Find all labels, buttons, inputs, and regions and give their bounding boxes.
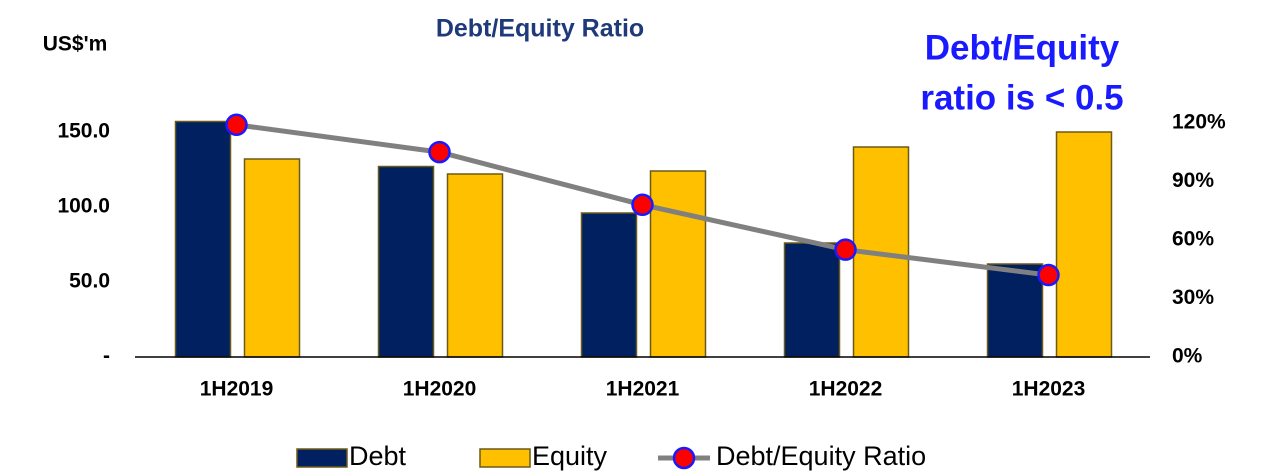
y2-tick-label: 0% bbox=[1172, 345, 1203, 368]
x-tick-label: 1H2021 bbox=[606, 378, 680, 401]
bar bbox=[580, 212, 638, 358]
x-tick-label: 1H2023 bbox=[1012, 378, 1086, 401]
ratio-marker bbox=[225, 113, 248, 137]
legend-marker bbox=[672, 446, 696, 470]
bar bbox=[446, 173, 504, 358]
annotation: ratio is < 0.5 bbox=[920, 78, 1123, 117]
x-tick-label: 1H2022 bbox=[809, 378, 883, 401]
chart-title: Debt/Equity Ratio bbox=[436, 15, 644, 43]
legend-label: Equity bbox=[532, 441, 608, 471]
x-tick-label: 1H2019 bbox=[200, 378, 274, 401]
ratio-marker bbox=[1037, 263, 1060, 287]
bar bbox=[243, 158, 301, 358]
legend-label: Debt bbox=[349, 441, 407, 471]
bar bbox=[649, 170, 707, 358]
legend-swatch bbox=[296, 448, 348, 468]
y-tick-label: 100.0 bbox=[57, 195, 110, 218]
y2-tick-label: 120% bbox=[1172, 110, 1226, 133]
bar bbox=[174, 120, 232, 358]
legend-swatch bbox=[479, 448, 531, 468]
bar bbox=[986, 263, 1044, 358]
y2-tick-label: 60% bbox=[1172, 227, 1214, 250]
y-axis-label: US$'m bbox=[43, 33, 108, 56]
y-tick-label: - bbox=[103, 345, 110, 368]
x-tick-label: 1H2020 bbox=[403, 378, 477, 401]
bar bbox=[1055, 131, 1113, 358]
y2-tick-label: 90% bbox=[1172, 169, 1214, 192]
ratio-marker bbox=[631, 193, 654, 217]
annotation: Debt/Equity bbox=[925, 28, 1120, 67]
bar bbox=[377, 165, 435, 358]
ratio-marker bbox=[428, 140, 451, 164]
ratio-marker bbox=[834, 238, 857, 261]
bar bbox=[783, 242, 841, 358]
y-tick-label: 50.0 bbox=[69, 270, 110, 293]
legend-label: Debt/Equity Ratio bbox=[716, 441, 926, 471]
y-tick-label: 150.0 bbox=[57, 120, 110, 143]
y2-tick-label: 30% bbox=[1172, 286, 1214, 309]
